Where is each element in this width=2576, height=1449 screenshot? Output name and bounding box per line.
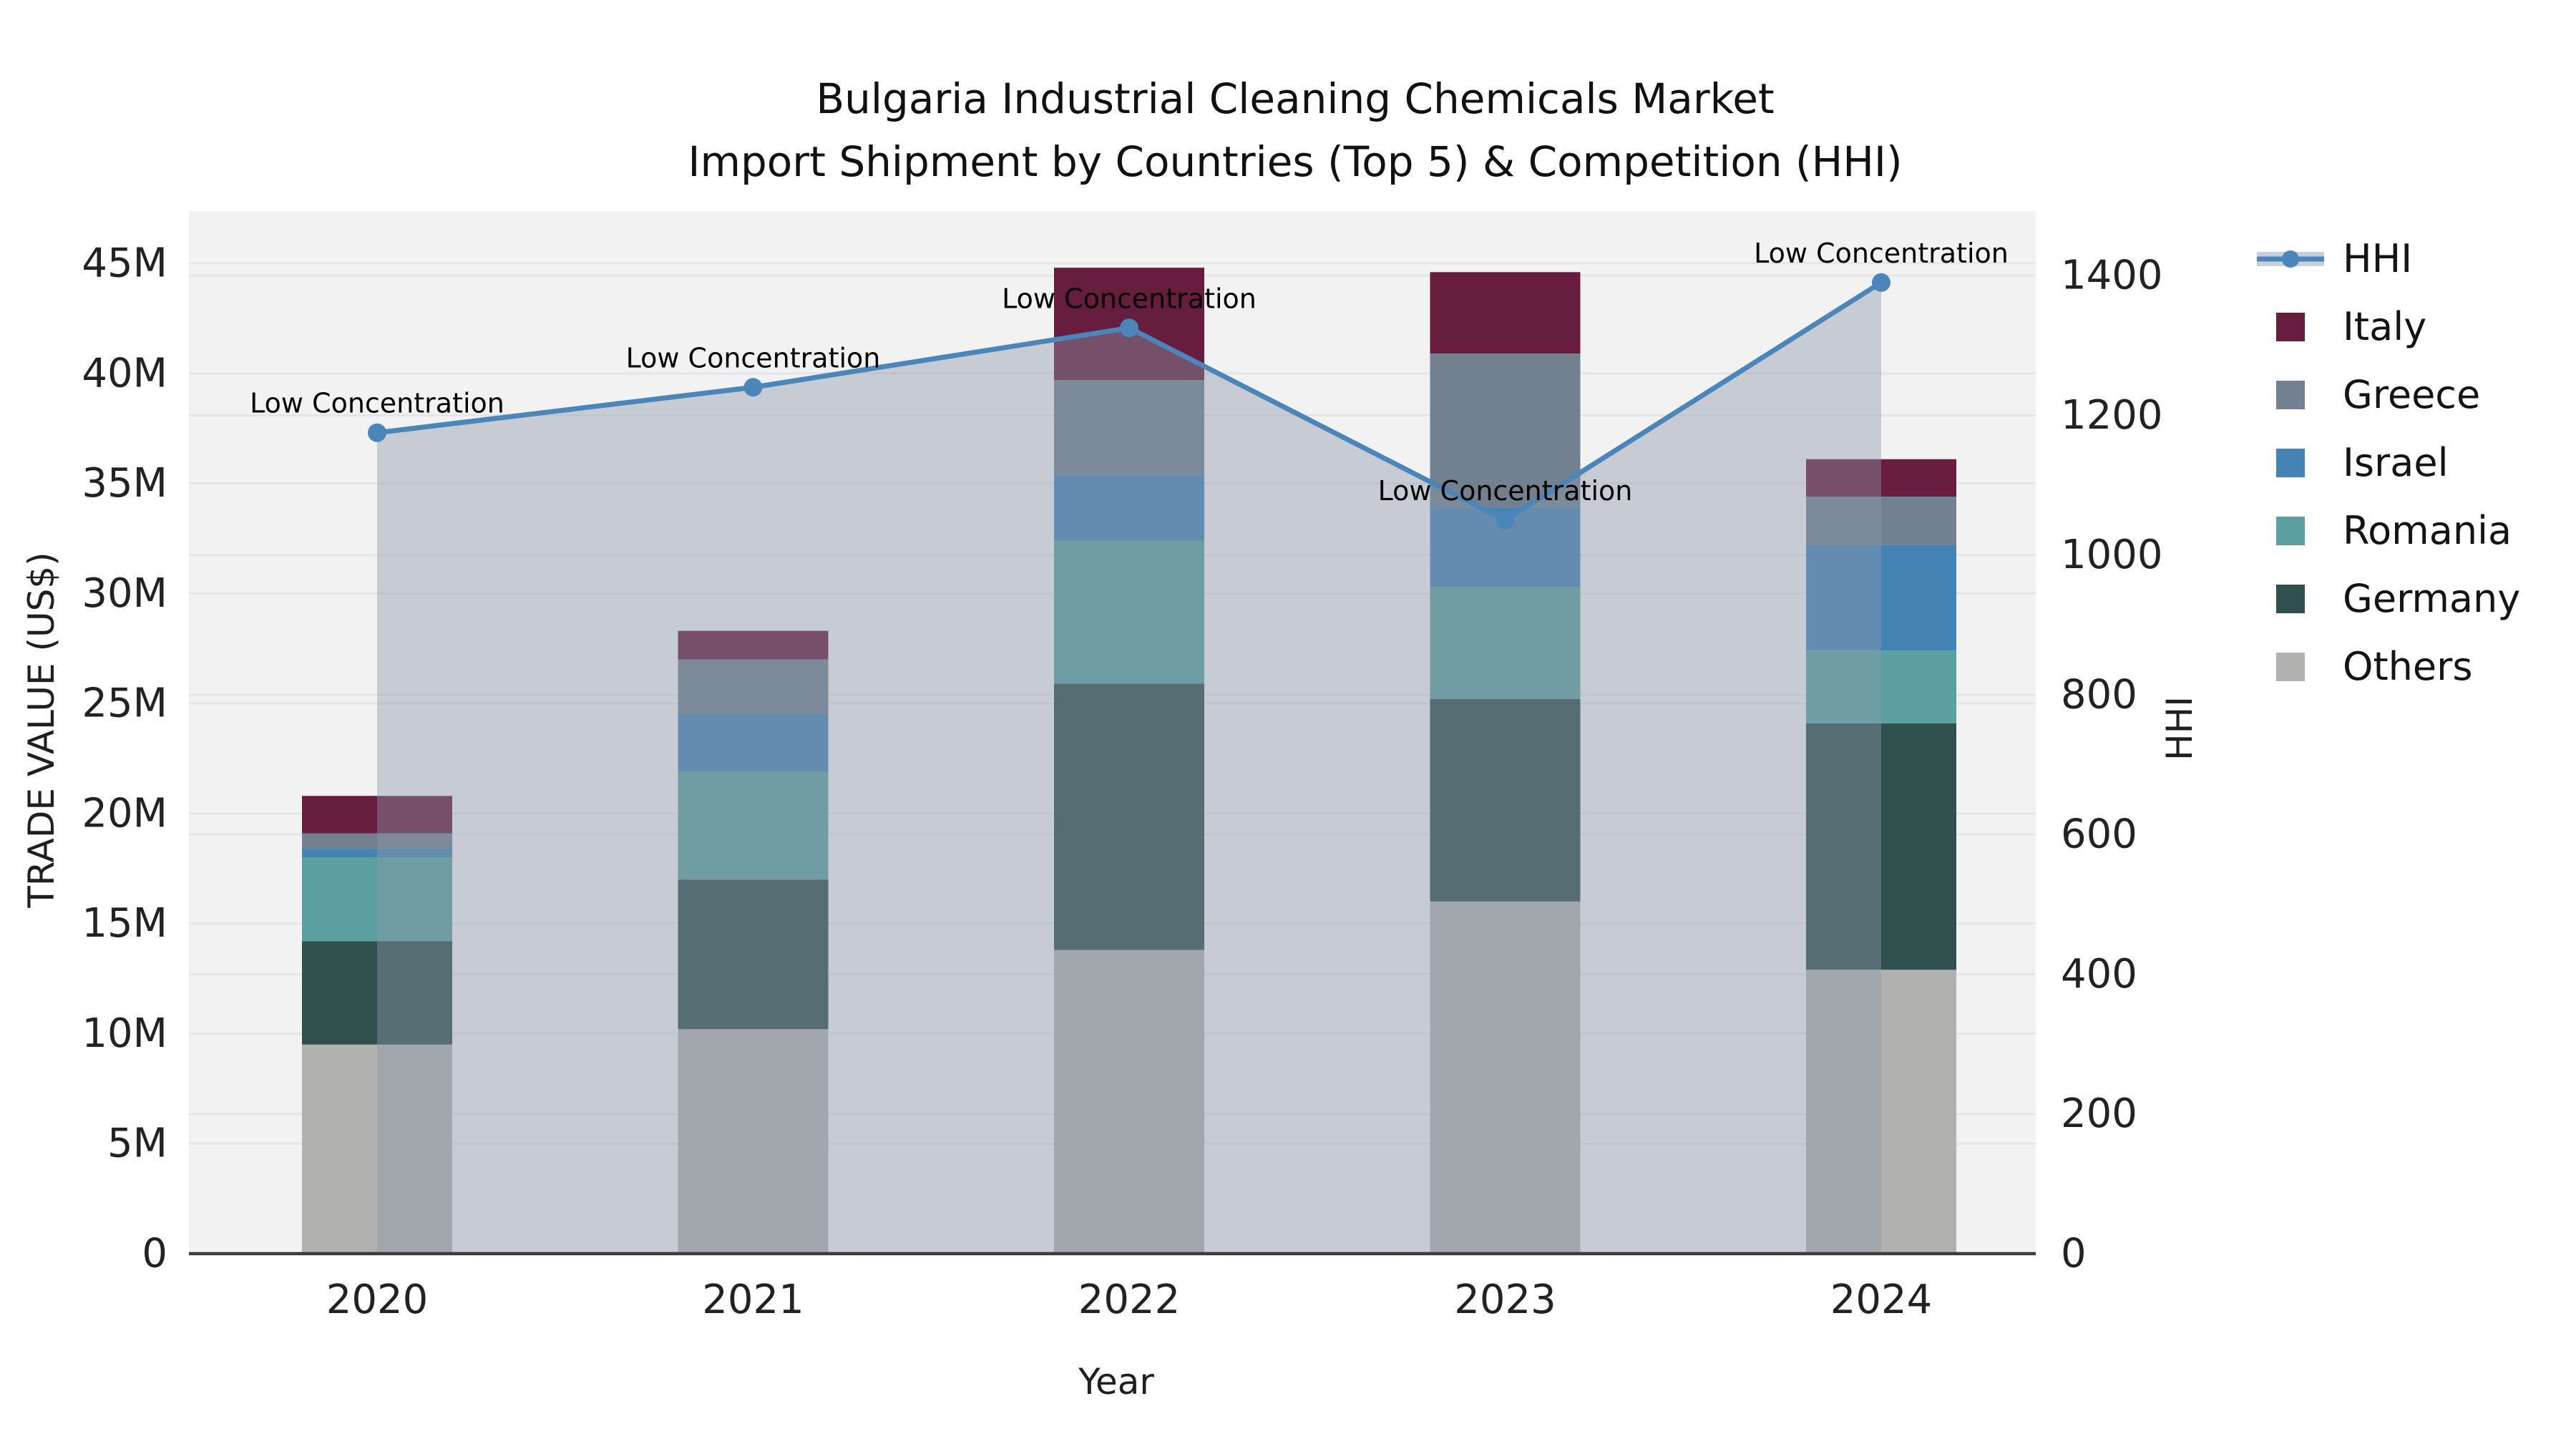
annotation-2022: Low Concentration	[1002, 283, 1257, 314]
y-right-tick-800: 800	[2061, 671, 2137, 718]
y-left-tick-10M: 10M	[82, 1010, 167, 1057]
hhi-marker-2020	[368, 423, 386, 442]
y-left-tick-45M: 45M	[82, 240, 167, 286]
bar-segment-2020-others	[302, 1044, 452, 1254]
bar-segment-2023-greece	[1430, 353, 1581, 508]
y-left-tick-15M: 15M	[82, 900, 167, 947]
x-tick-2022: 2022	[1078, 1277, 1181, 1323]
legend-item-romania: Romania	[2257, 497, 2520, 565]
x-axis-label: Year	[1078, 1361, 1154, 1402]
legend-swatch-germany	[2257, 584, 2324, 613]
legend-item-italy: Italy	[2257, 293, 2520, 361]
bar-segment-2022-others	[1054, 950, 1204, 1254]
bar-segment-2022-israel	[1054, 474, 1204, 541]
bar-segment-2021-greece	[678, 659, 829, 715]
bar-segment-2021-romania	[678, 771, 829, 880]
y-right-tick-600: 600	[2061, 811, 2137, 858]
legend-color-square-romania	[2276, 516, 2305, 545]
hhi-marker-2022	[1120, 318, 1138, 338]
annotation-2020: Low Concentration	[250, 388, 504, 419]
bar-segment-2024-romania	[1806, 650, 1956, 723]
legend-label-italy: Italy	[2343, 304, 2427, 349]
legend-swatch-greece	[2257, 380, 2324, 409]
y-right-tick-1400: 1400	[2061, 253, 2163, 299]
bar-segment-2023-germany	[1430, 698, 1581, 902]
legend-label-israel: Israel	[2343, 440, 2449, 485]
bar-segment-2024-israel	[1806, 545, 1956, 651]
bar-segment-2023-romania	[1430, 587, 1581, 699]
bar-segment-2022-romania	[1054, 540, 1204, 684]
legend-item-hhi: HHI	[2257, 225, 2520, 293]
bar-segment-2024-others	[1806, 970, 1956, 1254]
x-tick-2023: 2023	[1454, 1277, 1556, 1323]
legend-item-israel: Israel	[2257, 429, 2520, 497]
bar-segment-2022-greece	[1054, 379, 1204, 475]
legend-color-square-italy	[2276, 312, 2305, 341]
legend-color-square-germany	[2276, 584, 2305, 613]
legend-label-greece: Greece	[2343, 372, 2481, 417]
legend-swatch-romania	[2257, 516, 2324, 545]
bar-segment-2020-romania	[302, 857, 452, 942]
bar-segment-2023-italy	[1430, 272, 1581, 354]
bar-segment-2020-germany	[302, 941, 452, 1045]
legend-label-others: Others	[2343, 644, 2473, 689]
annotation-2021: Low Concentration	[626, 342, 881, 374]
legend-label-romania: Romania	[2343, 508, 2512, 553]
legend-color-square-others	[2276, 652, 2305, 681]
y-right-tick-200: 200	[2061, 1091, 2137, 1137]
hhi-area-fill	[377, 282, 1881, 1254]
x-tick-2024: 2024	[1830, 1277, 1933, 1323]
legend-item-others: Others	[2257, 633, 2520, 701]
legend-swatch-hhi	[2257, 243, 2324, 275]
bar-segment-2020-greece	[302, 833, 452, 849]
bar-segment-2024-italy	[1806, 459, 1956, 497]
x-tick-2021: 2021	[702, 1277, 804, 1323]
y-left-tick-30M: 30M	[82, 570, 167, 617]
bar-segment-2021-israel	[678, 714, 829, 772]
legend-label-hhi: HHI	[2343, 236, 2413, 281]
y-right-tick-0: 0	[2061, 1231, 2087, 1277]
bar-segment-2021-others	[678, 1029, 829, 1254]
legend-item-greece: Greece	[2257, 361, 2520, 429]
y-axis-label-left: TRADE VALUE (US$)	[21, 552, 62, 908]
legend-color-square-greece	[2276, 380, 2305, 409]
y-left-tick-35M: 35M	[82, 460, 167, 507]
chart-title: Bulgaria Industrial Cleaning Chemicals M…	[0, 67, 2576, 193]
legend-color-square-israel	[2276, 448, 2305, 477]
chart-title-line2: Import Shipment by Countries (Top 5) & C…	[688, 137, 1903, 186]
hhi-marker-2023	[1496, 510, 1515, 530]
bar-segment-2023-others	[1430, 901, 1581, 1254]
legend-swatch-others	[2257, 652, 2324, 681]
legend-swatch-israel	[2257, 448, 2324, 477]
bar-segment-2020-israel	[302, 849, 452, 858]
legend-line-marker-icon	[2257, 250, 2324, 268]
bar-segment-2021-italy	[678, 630, 829, 660]
hhi-marker-2021	[743, 378, 763, 397]
bar-segment-2021-germany	[678, 879, 829, 1030]
y-right-tick-1200: 1200	[2061, 392, 2163, 439]
annotation-2024: Low Concentration	[1754, 238, 2009, 269]
y-right-tick-1000: 1000	[2061, 532, 2163, 578]
bar-segment-2022-germany	[1054, 683, 1204, 950]
hhi-marker-2024	[1872, 273, 1890, 292]
y-right-tick-400: 400	[2061, 951, 2137, 997]
bar-segment-2024-germany	[1806, 723, 1956, 970]
bar-segment-2020-italy	[302, 796, 452, 834]
legend: HHI Italy Greece Israel Romania Germany Others	[2257, 225, 2520, 701]
x-tick-2020: 2020	[326, 1277, 429, 1323]
bar-segment-2024-greece	[1806, 496, 1956, 545]
y-axis-label-right: HHI	[2159, 696, 2200, 761]
legend-item-germany: Germany	[2257, 565, 2520, 633]
chart-title-line1: Bulgaria Industrial Cleaning Chemicals M…	[816, 74, 1775, 123]
y-left-tick-20M: 20M	[82, 790, 167, 836]
legend-label-germany: Germany	[2343, 576, 2521, 621]
y-left-tick-0: 0	[142, 1231, 167, 1277]
y-left-tick-25M: 25M	[82, 680, 167, 727]
annotation-2023: Low Concentration	[1378, 475, 1633, 507]
y-left-tick-5M: 5M	[107, 1121, 167, 1167]
legend-swatch-italy	[2257, 312, 2324, 341]
y-left-tick-40M: 40M	[82, 350, 167, 396]
